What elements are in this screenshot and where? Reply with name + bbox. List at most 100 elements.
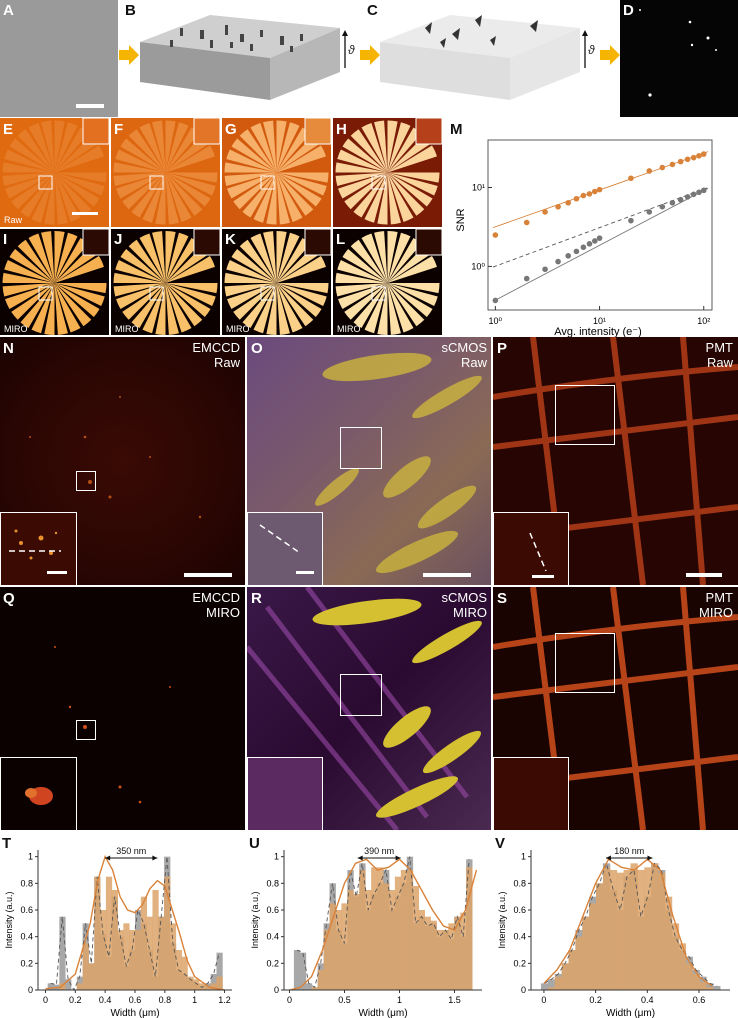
chart-t-profile: 0 0.2 0.4 0.6 0.8 1 1.2 0 0.2 0.4 0.6 0.8 1 Width (μm… <box>4 846 232 1018</box>
tag-miro-l: MIRO <box>337 324 361 334</box>
arrow-ab <box>119 45 139 65</box>
gray-bar <box>47 983 54 990</box>
y-tick-label: 0.6 <box>20 905 33 915</box>
theta-symbol: ϑ <box>588 43 595 57</box>
scale-bar <box>423 573 471 577</box>
x-tick-label: 10⁰ <box>489 316 503 326</box>
data-point <box>580 244 587 251</box>
data-point <box>690 191 697 198</box>
orange-bar <box>609 870 618 990</box>
panel-o-scmos-raw <box>247 337 491 585</box>
orange-bar <box>82 943 89 990</box>
data-point <box>523 275 530 282</box>
chart-u-profile: 0 0.5 1 1.5 0 0.2 0.4 0.6 0.8 1 Width (μm) Intensit… <box>250 846 482 1018</box>
data-point <box>542 266 548 273</box>
orange-bar <box>442 930 449 990</box>
data-point <box>659 164 666 171</box>
tag-s-detector: PMT <box>705 590 733 605</box>
scale-bar <box>184 573 232 577</box>
tag-raw: Raw <box>4 215 23 225</box>
orange-bar <box>454 916 461 990</box>
annotation-arrowhead <box>647 855 653 861</box>
orange-bar <box>692 974 700 990</box>
label-j: J <box>114 231 123 248</box>
orange-bar <box>59 983 66 990</box>
label-a: A <box>3 2 14 19</box>
y-tick-label: 1 <box>521 852 526 862</box>
orange-bar <box>637 870 645 990</box>
data-point <box>696 189 702 196</box>
x-tick-label: 1.2 <box>218 995 231 1005</box>
data-point <box>646 209 653 215</box>
orange-bar <box>400 870 408 990</box>
tag-miro-j: MIRO <box>115 324 139 334</box>
label-o: O <box>251 340 263 357</box>
x-tick-label: 0.5 <box>338 995 351 1005</box>
y-tick-label: 0.2 <box>513 958 526 968</box>
orange-bar <box>460 912 467 990</box>
orange-bar <box>216 976 223 990</box>
x-tick-label: 0 <box>287 995 292 1005</box>
orange-bar <box>602 867 611 990</box>
gray-bar <box>293 950 301 990</box>
orange-bar <box>335 910 342 990</box>
label-c: C <box>367 2 378 19</box>
data-point <box>659 203 666 210</box>
fit-line <box>492 187 709 302</box>
x-tick-label: 0 <box>541 995 546 1005</box>
label-m: M <box>450 121 463 138</box>
label-v: V <box>495 835 506 852</box>
inset-zoom <box>247 757 323 830</box>
orange-bar <box>94 876 101 990</box>
gray-bar <box>210 974 217 990</box>
gray-bar <box>713 986 721 990</box>
orange-bar <box>204 986 212 990</box>
inset-zoom <box>493 512 569 585</box>
x-tick-label: 0.4 <box>641 995 654 1005</box>
orange-bar <box>596 883 604 990</box>
y-axis-label: Intensity (a.u.) <box>250 891 260 948</box>
data-point <box>690 154 697 161</box>
orange-bar <box>589 903 597 990</box>
tag-miro-i: MIRO <box>4 324 28 334</box>
chart-m-snr: 10⁰ 10¹ 10² 10⁰ 10¹ Avg. intensity (e⁻) SNR <box>455 139 713 338</box>
tag-r: sCMOS MIRO <box>412 590 488 620</box>
data-point <box>573 248 580 255</box>
orange-bar <box>311 987 319 990</box>
tag-p-detector: PMT <box>705 340 733 355</box>
label-e: E <box>3 121 14 138</box>
y-tick-label: 0 <box>274 985 279 995</box>
orange-bar <box>685 963 693 990</box>
x-tick-label: 0.2 <box>589 995 602 1005</box>
orange-bar <box>699 982 707 990</box>
scale-bar <box>686 573 722 577</box>
orange-bar <box>341 903 348 990</box>
x-axis-label: Width (μm) <box>358 1008 407 1018</box>
orange-bar <box>105 876 113 990</box>
y-tick-label: 0.8 <box>20 878 33 888</box>
orange-bar <box>394 876 402 990</box>
x-tick-label: 10¹ <box>593 316 606 326</box>
orange-bar <box>568 950 576 990</box>
orange-bar <box>359 870 366 990</box>
x-tick-label: 1 <box>192 995 197 1005</box>
panel-p-pmt-raw <box>493 337 738 585</box>
orange-bar <box>76 983 84 990</box>
x-tick-label: 0.2 <box>69 995 82 1005</box>
orange-bar <box>575 936 583 990</box>
orange-bar <box>547 987 556 990</box>
label-p: P <box>497 340 508 357</box>
orange-bar <box>365 890 372 990</box>
data-point <box>542 209 548 215</box>
data-point <box>492 232 499 238</box>
y-axis-label: Intensity (a.u.) <box>4 891 14 948</box>
inset-zoom <box>247 512 323 585</box>
fit-line <box>492 187 709 268</box>
label-k: K <box>225 231 236 248</box>
orange-bar <box>448 923 455 990</box>
theta-symbol: ϑ <box>348 43 355 57</box>
label-i: I <box>3 231 8 248</box>
data-point <box>565 253 571 259</box>
data-point <box>591 238 598 244</box>
data-point <box>565 199 571 206</box>
